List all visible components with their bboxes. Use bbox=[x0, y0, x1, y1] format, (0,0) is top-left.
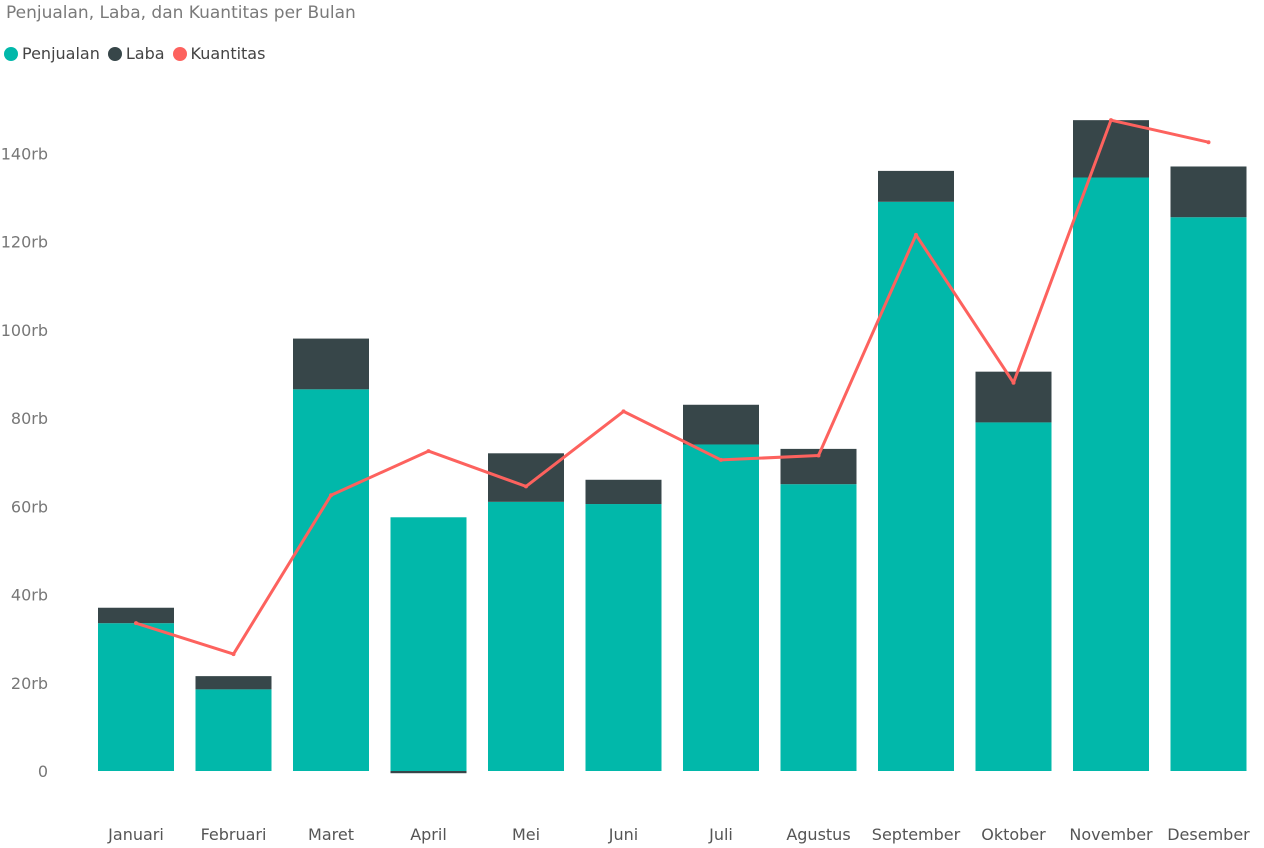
point-kuantitas[interactable] bbox=[1011, 380, 1016, 385]
x-tick-label: Juli bbox=[708, 825, 733, 844]
y-tick-label: 120rb bbox=[1, 233, 48, 252]
legend-item-laba[interactable]: Laba bbox=[107, 44, 165, 63]
point-kuantitas[interactable] bbox=[329, 493, 333, 498]
point-kuantitas[interactable] bbox=[1109, 118, 1113, 123]
point-kuantitas[interactable] bbox=[231, 652, 236, 657]
x-tick-label: April bbox=[410, 825, 447, 844]
point-kuantitas[interactable] bbox=[426, 449, 431, 454]
bar-laba[interactable] bbox=[585, 479, 662, 505]
bar-laba[interactable] bbox=[98, 607, 174, 624]
x-tick-label: Januari bbox=[107, 825, 164, 844]
point-kuantitas[interactable] bbox=[524, 484, 528, 489]
bar-laba[interactable] bbox=[683, 404, 759, 445]
point-kuantitas[interactable] bbox=[621, 409, 626, 414]
x-tick-label: Juni bbox=[608, 825, 638, 844]
bar-penjualan[interactable] bbox=[390, 517, 467, 771]
legend-dot-kuantitas bbox=[172, 46, 187, 61]
y-tick-label: 80rb bbox=[11, 409, 48, 428]
bar-penjualan[interactable] bbox=[1073, 177, 1149, 772]
y-tick-label: 40rb bbox=[11, 586, 48, 605]
point-kuantitas[interactable] bbox=[134, 621, 138, 626]
bar-penjualan[interactable] bbox=[975, 422, 1052, 771]
bar-penjualan[interactable] bbox=[293, 389, 369, 771]
y-tick-label: 140rb bbox=[1, 144, 48, 163]
y-tick-label: 100rb bbox=[1, 321, 48, 340]
bar-penjualan[interactable] bbox=[1170, 217, 1247, 771]
y-tick-label: 60rb bbox=[11, 497, 48, 516]
legend: Penjualan Laba Kuantitas bbox=[4, 44, 273, 63]
bar-laba[interactable] bbox=[1073, 120, 1149, 178]
legend-dot-penjualan bbox=[4, 46, 18, 61]
x-tick-label: Februari bbox=[201, 825, 267, 844]
bar-penjualan[interactable] bbox=[780, 484, 857, 771]
legend-item-kuantitas[interactable]: Kuantitas bbox=[172, 44, 266, 63]
y-tick-label: 0 bbox=[38, 762, 48, 781]
x-tick-label: Desember bbox=[1167, 825, 1250, 844]
point-kuantitas[interactable] bbox=[719, 457, 723, 462]
chart-title: Penjualan, Laba, dan Kuantitas per Bulan bbox=[6, 3, 356, 23]
bar-laba[interactable] bbox=[293, 338, 369, 390]
legend-label-laba: Laba bbox=[125, 44, 165, 63]
point-kuantitas[interactable] bbox=[914, 232, 918, 237]
x-tick-label: November bbox=[1069, 825, 1153, 844]
legend-dot-laba bbox=[107, 46, 122, 61]
x-tick-label: Agustus bbox=[786, 825, 850, 844]
legend-item-penjualan[interactable]: Penjualan bbox=[4, 44, 100, 63]
x-tick-label: Mei bbox=[512, 825, 540, 844]
point-kuantitas[interactable] bbox=[1206, 140, 1211, 145]
legend-label-kuantitas: Kuantitas bbox=[190, 44, 266, 63]
legend-label-penjualan: Penjualan bbox=[22, 44, 100, 63]
bar-penjualan[interactable] bbox=[488, 501, 564, 771]
bar-penjualan[interactable] bbox=[195, 689, 272, 771]
bar-penjualan[interactable] bbox=[878, 201, 954, 772]
line-kuantitas[interactable] bbox=[135, 118, 1209, 656]
y-tick-label: 20rb bbox=[11, 674, 48, 693]
bar-laba[interactable] bbox=[195, 676, 272, 690]
x-tick-label: Oktober bbox=[981, 825, 1046, 844]
point-kuantitas[interactable] bbox=[816, 453, 821, 458]
x-tick-label: September bbox=[872, 825, 961, 844]
x-tick-label: Maret bbox=[308, 825, 354, 844]
bar-penjualan[interactable] bbox=[683, 444, 759, 771]
bar-laba[interactable] bbox=[1170, 166, 1247, 218]
bar-penjualan[interactable] bbox=[98, 623, 174, 771]
bar-penjualan[interactable] bbox=[585, 504, 662, 771]
bar-laba[interactable] bbox=[390, 771, 467, 774]
bar-laba[interactable] bbox=[878, 170, 954, 202]
